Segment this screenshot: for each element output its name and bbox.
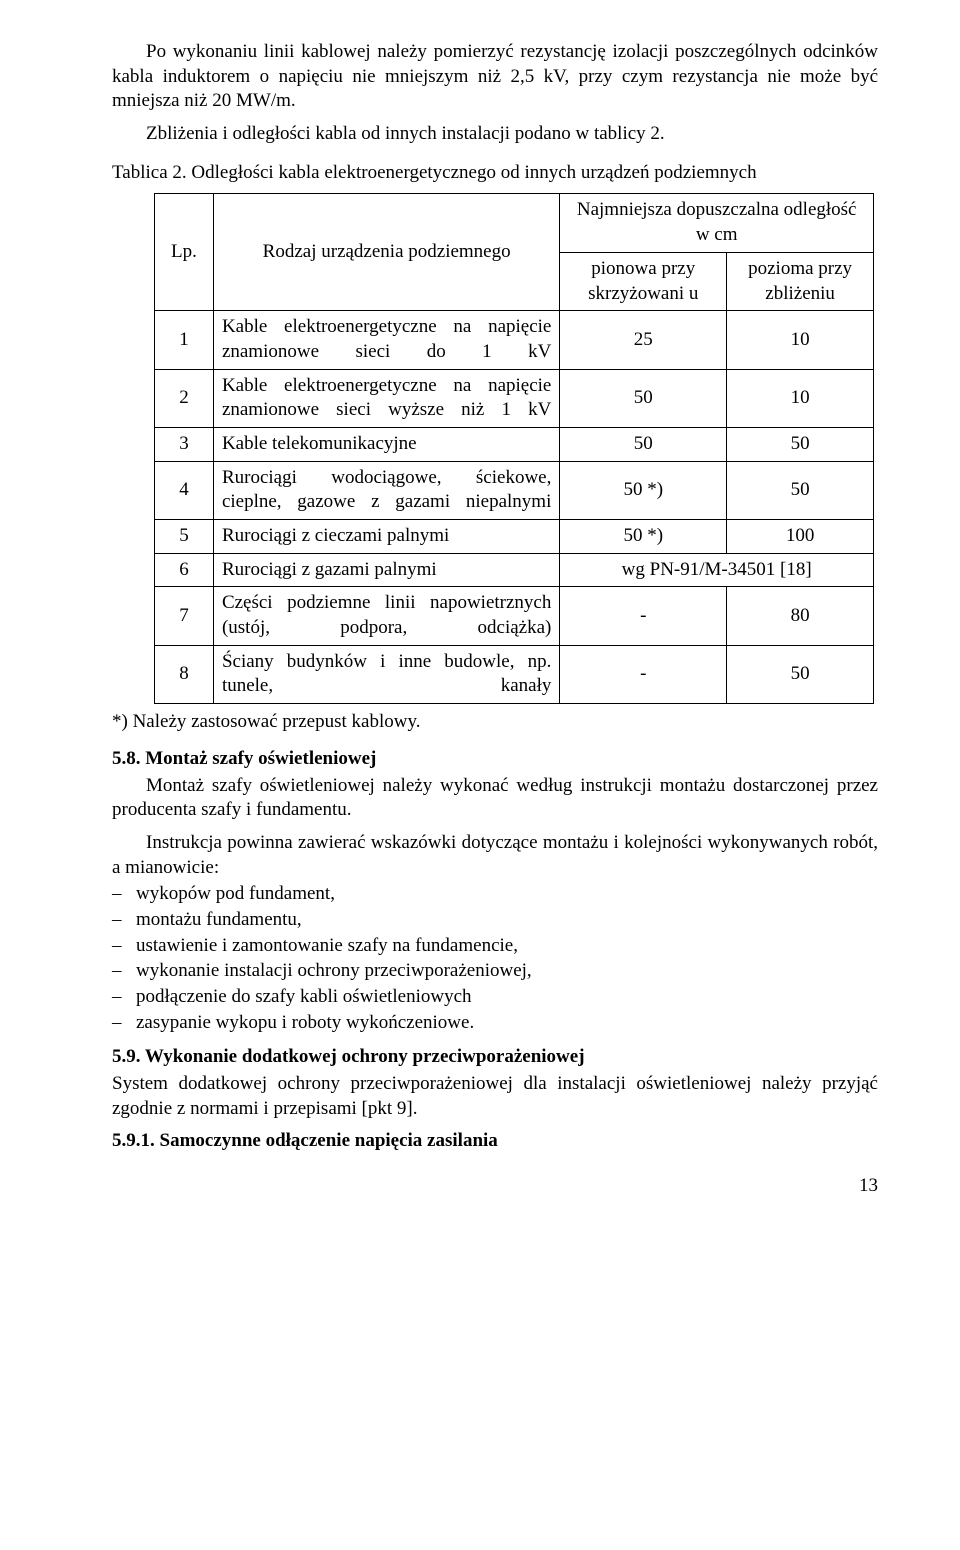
list-item: ustawienie i zamontowanie szafy na funda…	[112, 934, 878, 959]
list-item: podłączenie do szafy kabli oświetleniowy…	[112, 985, 878, 1010]
table-footnote: *) Należy zastosować przepust kablowy.	[112, 710, 878, 735]
row-type: Kable elektroenergetyczne na napięcie zn…	[213, 311, 559, 369]
para-5-8-2: Instrukcja powinna zawierać wskazówki do…	[112, 831, 878, 880]
distance-table: Lp.Rodzaj urządzenia podziemnegoNajmniej…	[154, 193, 874, 704]
row-vertical: 50	[560, 427, 727, 461]
row-vertical: 50 *)	[560, 461, 727, 519]
row-number: 3	[155, 427, 214, 461]
table-row: 6Rurociągi z gazami palnymiwg PN-91/M-34…	[155, 553, 874, 587]
row-number: 1	[155, 311, 214, 369]
th-distance: Najmniejsza dopuszczalna odległość w cm	[560, 194, 874, 252]
table-row: 4Rurociągi wodociągowe, ściekowe, ciepln…	[155, 461, 874, 519]
list-item: wykopów pod fundament,	[112, 882, 878, 907]
table-row: 7Części podziemne linii napowietrznych (…	[155, 587, 874, 645]
th-lp: Lp.	[155, 194, 214, 311]
para-5-9: System dodatkowej ochrony przeciwporażen…	[112, 1072, 878, 1121]
th-horizontal: pozioma przy zbliżeniu	[727, 252, 874, 310]
row-type: Ściany budynków i inne budowle, np. tune…	[213, 645, 559, 703]
row-vertical: 50	[560, 369, 727, 427]
row-horizontal: 10	[727, 311, 874, 369]
row-type: Kable elektroenergetyczne na napięcie zn…	[213, 369, 559, 427]
list-item: zasypanie wykopu i roboty wykończeniowe.	[112, 1011, 878, 1036]
row-number: 8	[155, 645, 214, 703]
row-horizontal: 10	[727, 369, 874, 427]
row-horizontal: 50	[727, 645, 874, 703]
list-5-8: wykopów pod fundament,montażu fundamentu…	[112, 882, 878, 1035]
row-horizontal: 50	[727, 427, 874, 461]
table-row: 2Kable elektroenergetyczne na napięcie z…	[155, 369, 874, 427]
table-row: 3Kable telekomunikacyjne5050	[155, 427, 874, 461]
para-intro-1: Po wykonaniu linii kablowej należy pomie…	[112, 40, 878, 114]
para-intro-2: Zbliżenia i odległości kabla od innych i…	[112, 122, 878, 147]
row-type: Rurociągi z cieczami palnymi	[213, 520, 559, 554]
table-row: 1Kable elektroenergetyczne na napięcie z…	[155, 311, 874, 369]
row-vertical: 25	[560, 311, 727, 369]
row-number: 2	[155, 369, 214, 427]
table-caption: Tablica 2. Odległości kabla elektroenerg…	[112, 161, 878, 186]
th-vertical: pionowa przy skrzyżowani u	[560, 252, 727, 310]
page-number: 13	[112, 1174, 878, 1199]
list-item: montażu fundamentu,	[112, 908, 878, 933]
row-type: Rurociągi z gazami palnymi	[213, 553, 559, 587]
th-type: Rodzaj urządzenia podziemnego	[213, 194, 559, 311]
row-number: 5	[155, 520, 214, 554]
row-vertical: -	[560, 645, 727, 703]
row-number: 7	[155, 587, 214, 645]
row-type: Rurociągi wodociągowe, ściekowe, cieplne…	[213, 461, 559, 519]
list-item: wykonanie instalacji ochrony przeciwpora…	[112, 959, 878, 984]
heading-5-9: 5.9. Wykonanie dodatkowej ochrony przeci…	[112, 1045, 878, 1070]
row-type: Kable telekomunikacyjne	[213, 427, 559, 461]
row-type: Części podziemne linii napowietrznych (u…	[213, 587, 559, 645]
row-horizontal: 80	[727, 587, 874, 645]
row-horizontal: 100	[727, 520, 874, 554]
row-vertical: -	[560, 587, 727, 645]
row-number: 4	[155, 461, 214, 519]
heading-5-8: 5.8. Montaż szafy oświetleniowej	[112, 747, 878, 772]
table-row: 8Ściany budynków i inne budowle, np. tun…	[155, 645, 874, 703]
table-row: 5Rurociągi z cieczami palnymi50 *)100	[155, 520, 874, 554]
row-horizontal: 50	[727, 461, 874, 519]
row-vertical: 50 *)	[560, 520, 727, 554]
row-number: 6	[155, 553, 214, 587]
heading-5-9-1: 5.9.1. Samoczynne odłączenie napięcia za…	[112, 1129, 878, 1154]
row-value-span: wg PN-91/M-34501 [18]	[560, 553, 874, 587]
para-5-8-1: Montaż szafy oświetleniowej należy wykon…	[112, 774, 878, 823]
